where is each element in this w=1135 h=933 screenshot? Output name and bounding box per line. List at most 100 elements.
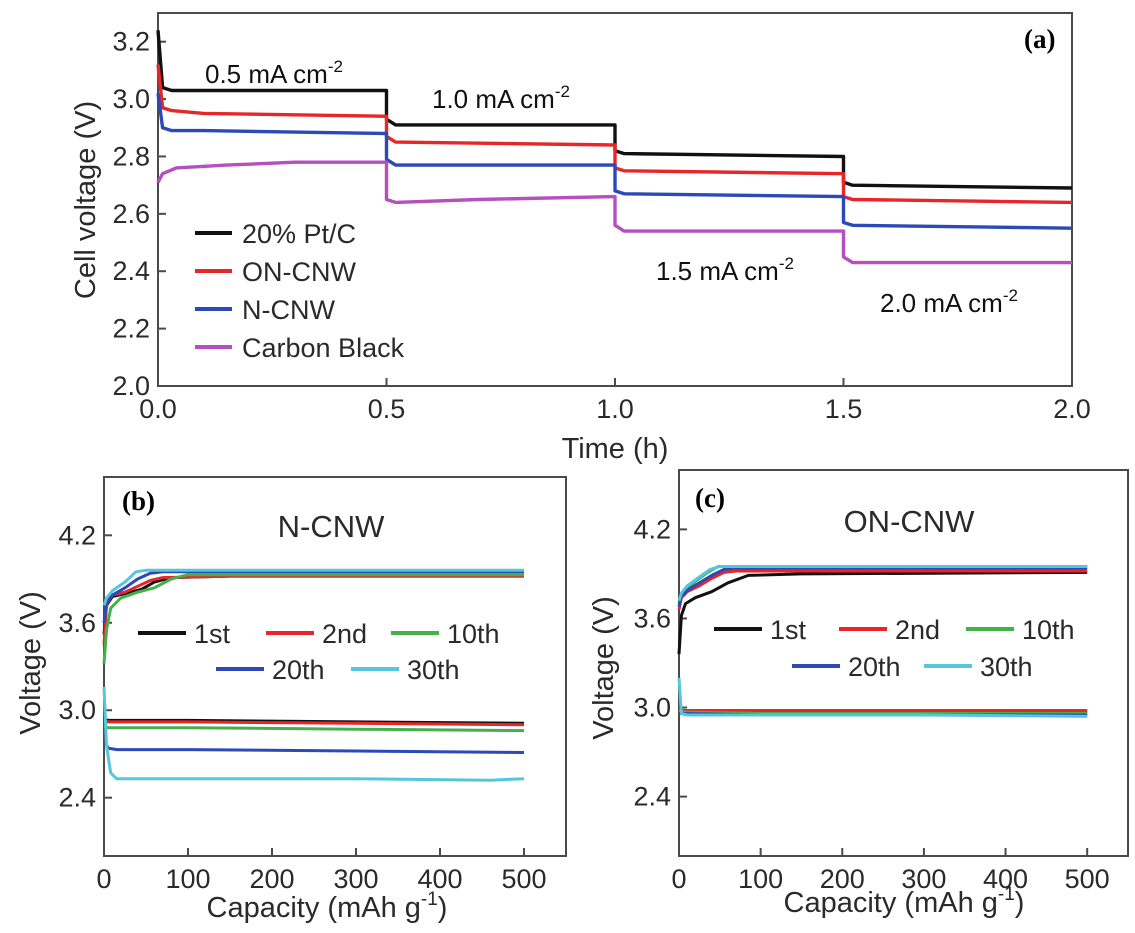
x-tick-label: 400: [417, 864, 462, 894]
y-tick-label: 3.6: [633, 603, 671, 633]
series-20th-charge-line: [677, 566, 1088, 607]
annotation-text: 1.0 mA cm: [432, 84, 555, 114]
legend-label: 1st: [770, 615, 807, 645]
annotation-text: 1.5 mA cm: [656, 256, 779, 286]
x-tick-label: 0.5: [368, 394, 406, 424]
panel-b-tag: (b): [122, 486, 155, 516]
panel-c-ticks: 0 100 200 300 400 500 2.4 3.0 3.6 4.2: [633, 514, 1109, 894]
annotation-text: 0.5 mA cm: [205, 59, 328, 89]
series-20th-charge-line: [102, 570, 524, 623]
x-tick-label: 200: [249, 864, 294, 894]
current-density-annotation: 0.5 mA cm-2: [205, 57, 343, 89]
panel-b-ticks: 0 100 200 300 400 500 2.4 3.0 3.6 4.2: [58, 520, 546, 894]
panel-b-plot-frame: [103, 476, 567, 857]
y-tick-label: 2.6: [112, 199, 150, 229]
panel-a-legend: 20% Pt/C ON-CNW N-CNW Carbon Black: [195, 219, 405, 363]
x-tick-label: 1.5: [825, 394, 863, 424]
legend-label: 20th: [272, 655, 325, 685]
series-10th-discharge-line: [103, 724, 525, 733]
x-tick-label: 100: [738, 864, 783, 894]
legend-label: 1st: [194, 619, 231, 649]
panel-c-legend: 1st 2nd 10th 20th 30th: [714, 615, 1075, 682]
series-30th-discharge-line: [677, 677, 1088, 718]
panel-c-x-axis-label: Capacity (mAh g-1): [784, 884, 1025, 919]
panel-c-series: [677, 565, 1088, 718]
panel-a-series: [156, 30, 1073, 265]
series-carbon-black-line: [156, 160, 1072, 265]
series-2nd-discharge-line: [678, 707, 1088, 712]
series-n-cnw-line: [156, 93, 1073, 230]
annotation-superscript: -2: [1003, 286, 1018, 305]
legend-label: 30th: [980, 652, 1033, 682]
panel-c-y-axis-label: Voltage (V): [588, 596, 620, 739]
series-2nd-discharge-line: [103, 718, 525, 727]
panel-a-x-axis-label: Time (h): [562, 433, 669, 465]
series-30th-charge-line: [677, 565, 1088, 602]
series-30th-charge-line: [102, 568, 524, 606]
x-tick-label: 400: [983, 864, 1028, 894]
y-tick-label: 2.4: [58, 783, 96, 813]
annotation-superscript: -2: [555, 82, 570, 101]
series-30th-discharge-line: [102, 686, 525, 782]
legend-label: N-CNW: [242, 295, 335, 325]
panel-b-series: [102, 568, 525, 782]
current-density-annotation: 1.0 mA cm-2: [432, 82, 570, 114]
panel-b-x-axis-label: Capacity (mAh g-1): [207, 889, 448, 924]
panel-b-y-axis-label: Voltage (V): [15, 591, 47, 734]
panel-b-x-axis-label-end: ): [438, 892, 448, 924]
series-10th-charge-line: [102, 573, 524, 664]
y-tick-label: 4.2: [58, 520, 96, 550]
x-tick-label: 300: [901, 864, 946, 894]
series-20th-discharge-line: [102, 740, 525, 754]
annotation-superscript: -2: [328, 57, 343, 76]
panel-c-plot-frame: [678, 469, 1129, 857]
y-tick-label: 3.6: [58, 608, 96, 638]
panel-c-x-axis-label-end: ): [1015, 887, 1025, 919]
panel-a-y-axis-label: Cell voltage (V): [70, 101, 102, 299]
panel-c-tag: (c): [695, 483, 725, 513]
legend-label: 10th: [447, 619, 500, 649]
panel-a: 0.0 0.5 1.0 1.5 2.0 2.0 2.2 2.4 2.6 2.8 3.0 3.2 (a)…: [70, 12, 1091, 465]
panel-a-annotations: 0.5 mA cm-21.0 mA cm-21.5 mA cm-22.0 mA …: [205, 57, 1018, 318]
y-tick-label: 3.0: [633, 693, 671, 723]
series-1st-charge-line: [677, 570, 1088, 655]
legend-label: 10th: [1022, 615, 1075, 645]
legend-label: 2nd: [322, 619, 367, 649]
y-tick-label: 3.0: [58, 695, 96, 725]
legend-label: 20th: [848, 652, 901, 682]
panel-b-title: N-CNW: [278, 509, 385, 544]
legend-label: 2nd: [895, 615, 940, 645]
x-tick-label: 0.0: [139, 394, 177, 424]
series-on-cnw-line: [156, 64, 1073, 205]
panel-b-legend: 1st 2nd 10th 20th 30th: [138, 619, 500, 685]
x-tick-label: 0: [96, 864, 111, 894]
current-density-annotation: 1.5 mA cm-2: [656, 254, 794, 286]
y-tick-label: 4.2: [633, 514, 671, 544]
y-tick-label: 3.0: [112, 84, 150, 114]
panel-c-x-axis-label-main: Capacity (mAh g: [784, 887, 998, 919]
x-tick-label: 1.0: [596, 394, 634, 424]
annotation-superscript: -2: [779, 254, 794, 273]
y-tick-label: 2.2: [112, 314, 150, 344]
x-tick-label: 100: [165, 864, 210, 894]
legend-label: 30th: [407, 655, 460, 685]
y-tick-label: 2.8: [112, 141, 150, 171]
panel-b-x-axis-label-sup: -1: [421, 889, 438, 910]
x-tick-label: 0: [671, 864, 686, 894]
panel-a-ticks: 0.0 0.5 1.0 1.5 2.0 2.0 2.2 2.4 2.6 2.8 3.0 3.2: [112, 27, 1090, 424]
x-tick-label: 2.0: [1053, 394, 1091, 424]
current-density-annotation: 2.0 mA cm-2: [880, 286, 1018, 318]
x-tick-label: 200: [820, 864, 865, 894]
y-tick-label: 2.4: [112, 256, 150, 286]
x-tick-label: 300: [333, 864, 378, 894]
y-tick-label: 3.2: [112, 27, 150, 57]
panel-c-title: ON-CNW: [844, 504, 976, 539]
legend-label: Carbon Black: [242, 333, 405, 363]
x-tick-label: 500: [1065, 864, 1110, 894]
panel-b: 0 100 200 300 400 500 2.4 3.0 3.6 4.2 (b) N-CNW C…: [15, 476, 567, 924]
x-tick-label: 500: [501, 864, 546, 894]
panel-a-tag: (a): [1024, 24, 1055, 54]
legend-label: 20% Pt/C: [242, 219, 356, 249]
